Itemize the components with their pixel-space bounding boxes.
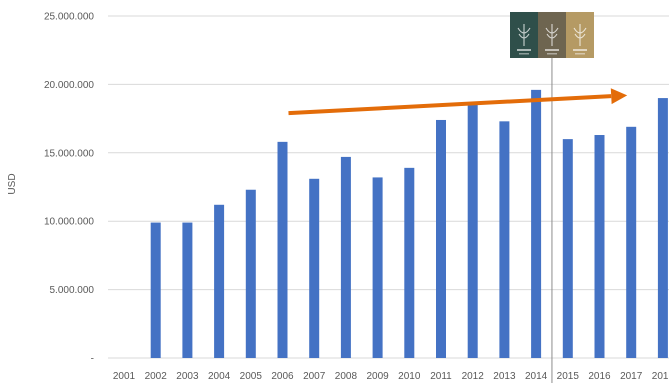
x-tick-label: 2003 [176,371,199,382]
bar-2005 [245,189,256,358]
bar-2010 [404,167,415,358]
x-tick-label: 2016 [588,371,611,382]
x-tick-label: 2010 [398,371,421,382]
bar-2011 [436,119,446,358]
x-tick-label: 2011 [430,371,452,382]
bar-2006 [277,141,288,358]
y-axis-label: USD [7,173,18,194]
bar-2009 [372,177,383,358]
x-tick-label: 2001 [113,371,136,382]
y-tick-label: 5.000.000 [50,285,95,296]
y-axis-tick-labels: - 5.000.000 10.000.000 15.000.000 20.000.000… [44,12,94,365]
bar-2003 [182,222,193,358]
bar-2014 [531,89,542,358]
y-tick-label: 25.000.000 [44,12,94,23]
bar-2007 [309,178,320,358]
x-tick-label: 2017 [620,371,643,382]
x-tick-label: 2006 [271,371,294,382]
x-tick-label: 2008 [335,371,358,382]
gridlines [108,15,669,359]
wine-labels-image [510,12,594,58]
x-tick-label: 2018 [652,371,669,382]
wine-label-panel [566,12,594,58]
x-axis-tick-labels: 2001 2002 2003 2004 2005 2006 2007 2008 2009 2010… [113,371,669,382]
arrow-head [610,88,628,105]
x-tick-label: 2009 [366,371,389,382]
x-tick-label: 2015 [557,371,580,382]
bar-2012 [467,102,478,359]
trend-arrow [288,88,628,116]
x-tick-label: 2004 [208,371,231,382]
arrow-shaft [288,94,612,116]
y-tick-label: - [91,354,94,365]
bar-2015 [562,139,573,358]
wine-label-panel [510,12,538,58]
bar-2004 [214,204,225,358]
bar-2016 [594,135,605,358]
x-tick-label: 2005 [240,371,263,382]
y-tick-label: 20.000.000 [44,80,94,91]
x-tick-label: 2014 [525,371,548,382]
bar-2008 [340,156,351,358]
x-tick-label: 2013 [493,371,516,382]
x-tick-label: 2012 [462,371,485,382]
y-tick-label: 15.000.000 [44,148,94,159]
bar-2013 [499,121,510,358]
bars [150,89,668,359]
x-tick-label: 2002 [145,371,168,382]
x-tick-label: 2007 [303,371,326,382]
bar-2017 [626,126,637,358]
wine-label-panel [538,12,566,58]
bar-2018 [657,98,668,358]
y-tick-label: 10.000.000 [44,217,94,228]
bar-2002 [150,222,161,358]
